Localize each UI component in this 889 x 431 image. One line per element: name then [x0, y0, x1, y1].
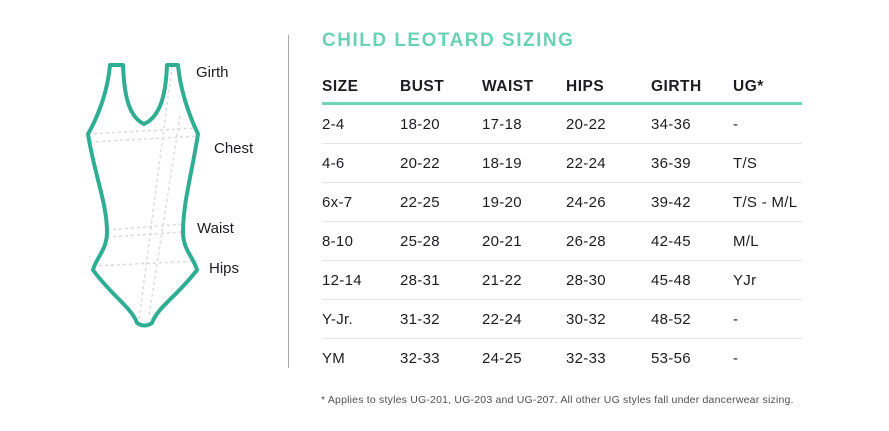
page-title: CHILD LEOTARD SIZING — [322, 30, 575, 51]
table-cell: - — [733, 115, 739, 133]
table-cell: 32-33 — [400, 349, 440, 367]
table-row: 2-4 18-20 17-18 20-22 34-36 - — [322, 105, 802, 143]
table-cell: 12-14 — [322, 271, 362, 289]
table-cell: 8-10 — [322, 232, 354, 250]
header-hips: HIPS — [566, 77, 605, 95]
table-cell: 24-25 — [482, 349, 522, 367]
table-cell: 53-56 — [651, 349, 691, 367]
diagram-label-chest: Chest — [214, 140, 254, 157]
table-cell: 31-32 — [400, 310, 440, 328]
table-cell: 21-22 — [482, 271, 522, 289]
diagram-label-waist: Waist — [197, 220, 234, 237]
table-cell: 28-30 — [566, 271, 606, 289]
table-row: 4-6 20-22 18-19 22-24 36-39 T/S — [322, 143, 802, 182]
table-cell: YJr — [733, 271, 757, 289]
table-cell: M/L — [733, 232, 759, 250]
table-row: Y-Jr. 31-32 22-24 30-32 48-52 - — [322, 299, 802, 338]
table-cell: 20-22 — [566, 115, 606, 133]
table-cell: 17-18 — [482, 115, 522, 133]
header-size: SIZE — [322, 77, 359, 95]
table-row: YM 32-33 24-25 32-33 53-56 - — [322, 338, 802, 377]
table-cell: - — [733, 349, 739, 367]
diagram-label-girth: Girth — [196, 64, 229, 81]
table-cell: 18-19 — [482, 154, 522, 172]
table-cell: 48-52 — [651, 310, 691, 328]
table-cell: 4-6 — [322, 154, 345, 172]
table-cell: 22-24 — [482, 310, 522, 328]
table-cell: 20-22 — [400, 154, 440, 172]
header-bust: BUST — [400, 77, 445, 95]
table-cell: 25-28 — [400, 232, 440, 250]
table-cell: 2-4 — [322, 115, 345, 133]
table-cell: 34-36 — [651, 115, 691, 133]
table-cell: 39-42 — [651, 193, 691, 211]
table-cell: 22-24 — [566, 154, 606, 172]
diagram-label-hips: Hips — [209, 260, 240, 277]
footnote: * Applies to styles UG-201, UG-203 and U… — [321, 394, 794, 406]
header-girth: GIRTH — [651, 77, 702, 95]
table-cell: 26-28 — [566, 232, 606, 250]
table-cell: 32-33 — [566, 349, 606, 367]
table-cell: 22-25 — [400, 193, 440, 211]
table-cell: 28-31 — [400, 271, 440, 289]
table-cell: 18-20 — [400, 115, 440, 133]
measurement-guides — [87, 65, 199, 321]
table-cell: T/S — [733, 154, 758, 172]
table-cell: Y-Jr. — [322, 310, 353, 328]
header-waist: WAIST — [482, 77, 534, 95]
table-cell: 30-32 — [566, 310, 606, 328]
size-table: SIZE BUST WAIST HIPS GIRTH UG* 2-4 18-20… — [322, 71, 802, 377]
table-cell: T/S - M/L — [733, 193, 798, 211]
table-cell: 20-21 — [482, 232, 522, 250]
table-row: 12-14 28-31 21-22 28-30 45-48 YJr — [322, 260, 802, 299]
table-row: 6x-7 22-25 19-20 24-26 39-42 T/S - M/L — [322, 182, 802, 221]
vertical-divider — [288, 35, 289, 368]
table-cell: 42-45 — [651, 232, 691, 250]
table-cell: - — [733, 310, 739, 328]
table-cell: 45-48 — [651, 271, 691, 289]
table-header-row: SIZE BUST WAIST HIPS GIRTH UG* — [322, 71, 802, 105]
header-ug: UG* — [733, 77, 764, 95]
table-cell: 36-39 — [651, 154, 691, 172]
table-row: 8-10 25-28 20-21 26-28 42-45 M/L — [322, 221, 802, 260]
table-cell: 6x-7 — [322, 193, 353, 211]
table-cell: 19-20 — [482, 193, 522, 211]
leotard-diagram — [86, 63, 200, 328]
table-cell: YM — [322, 349, 346, 367]
table-cell: 24-26 — [566, 193, 606, 211]
leotard-outline — [86, 63, 200, 328]
